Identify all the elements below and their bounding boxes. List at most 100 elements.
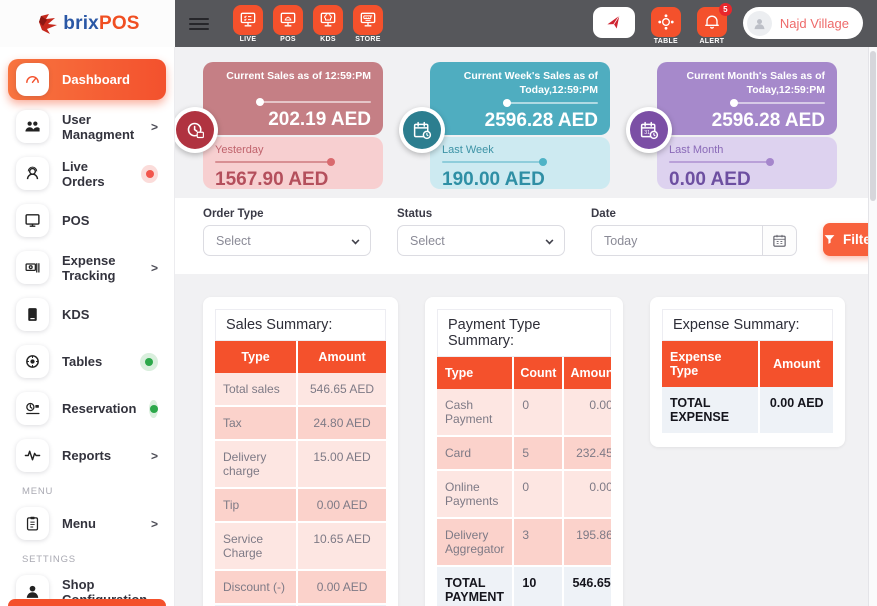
current-month-sales-card: 31 Current Month's Sales as of Today,12:… [626,62,837,190]
stat-sub-value: 190.00 AED [442,169,545,190]
reservation-icon [16,392,49,425]
expense-summary-title: Expense Summary: [662,309,833,341]
filter-bar: Order Type Select Status Select Date [175,198,877,274]
scrollbar-thumb[interactable] [870,51,876,201]
status-label: Status [397,208,433,220]
current-week-sales-card: Current Week's Sales as of Today,12:59:P… [399,62,610,190]
topbar: LIVE POS KDS [175,0,877,47]
table-icon [650,7,681,37]
sales-summary-panel: Sales Summary: Type Amount Total sales 54… [203,297,398,606]
calendar-picker-button[interactable] [763,225,797,256]
chevron-down-icon [545,236,554,245]
sidebar-section-menu: MENU [22,486,54,497]
table-row[interactable]: Tax 24.80 AED [215,406,386,441]
expense-summary-table: Expense Type Amount TOTAL EXPENSE 0.00 A… [662,341,833,435]
main-content: Current Sales as of 12:59:PM 202.19 AED … [175,47,877,606]
stat-value: 202.19 AED [268,109,371,130]
expense-summary-panel: Expense Summary: Expense Type Amount TOT… [650,297,845,447]
sidebar-item-user-management[interactable]: User Managment > [8,106,166,147]
order-type-label: Order Type [203,208,264,220]
dashboard-gauge-icon [16,63,49,96]
nav-table-button[interactable]: TABLE [650,7,681,45]
sidebar-item-kds[interactable]: KDS [8,294,166,335]
sidebar-item-pos[interactable]: POS [8,200,166,241]
stat-value: 2596.28 AED [711,110,825,132]
live-monitor-icon [233,4,263,35]
sidebar-item-menu[interactable]: Menu > [8,503,166,544]
table-row[interactable]: Service Charge 10.65 AED [215,522,386,571]
stat-title: Current Sales as of 12:59:PM [226,70,371,82]
sidebar-item-reservation[interactable]: Reservation [8,388,166,429]
sidebar-item-expense-tracking[interactable]: Expense Tracking > [8,247,166,288]
stat-sub-title: Yesterday [215,144,264,156]
sidebar-item-reports[interactable]: Reports > [8,435,166,476]
brand-name: brixPOS [63,12,140,34]
total-expense-row: TOTAL EXPENSE 0.00 AED [662,387,833,435]
kds-icon [16,298,49,331]
calendar-clock-badge-icon [399,107,445,153]
nav-alert-button[interactable]: 5 ALERT [696,3,732,45]
sidebar-item-tables[interactable]: Tables [8,341,166,382]
user-menu[interactable]: Najd Village [742,7,863,39]
vertical-scrollbar[interactable] [868,47,877,606]
brand-logo[interactable]: brixPOS [0,0,175,47]
chevron-right-icon: > [150,448,158,463]
topbar-right: TABLE 5 ALERT Najd Village [592,2,863,45]
nav-pos-button[interactable]: POS [273,4,303,43]
table-header-row: Type Amount [215,341,386,373]
table-row[interactable]: Total sales 546.65 AED [215,373,386,407]
order-type-select[interactable]: Select [203,225,371,256]
send-button[interactable] [592,7,635,38]
alert-count-badge: 5 [718,3,732,16]
sidebar-item-live-orders[interactable]: Live Orders [8,153,166,194]
chevron-right-icon: > [150,119,158,134]
date-filter: Date [591,208,797,256]
nav-live-button[interactable]: LIVE [233,4,263,43]
table-row[interactable]: Tip 0.00 AED [215,488,386,523]
date-label: Date [591,208,616,220]
store-monitor-icon [353,4,383,35]
clock-calendar-badge-icon [175,107,218,153]
table-row[interactable]: Delivery charge 15.00 AED [215,440,386,489]
stat-sub-title: Last Week [442,144,494,156]
status-select[interactable]: Select [397,225,565,256]
nav-store-button[interactable]: STORE [353,4,383,43]
paper-plane-icon [607,15,620,29]
sidebar: Dashboard User Managment > Live Orders P… [0,47,175,606]
chevron-down-icon [351,236,360,245]
svg-text:31: 31 [644,130,650,136]
calendar-31-badge-icon: 31 [626,107,672,153]
nav-kds-button[interactable]: KDS [313,4,343,43]
table-header-row: Expense Type Amount [662,341,833,387]
kds-monitor-icon [313,4,343,35]
users-icon [16,110,49,143]
stat-title: Current Week's Sales as of Today,12:59:P… [463,70,598,96]
sales-summary-title: Sales Summary: [215,309,386,341]
payment-summary-panel: Payment Type Summary: Type Count Amount … [425,297,623,606]
reservation-status-dot [149,399,158,418]
date-input[interactable] [591,225,763,256]
stats-row: Current Sales as of 12:59:PM 202.19 AED … [175,47,877,190]
sidebar-item-dashboard[interactable]: Dashboard [8,59,166,100]
table-row[interactable]: Discount (-) 0.00 AED [215,570,386,605]
stat-sub-title: Last Month [669,144,724,156]
chevron-right-icon: > [150,260,158,275]
tables-status-dot [140,352,158,371]
tables-icon [16,345,49,378]
live-orders-status-dot [141,164,158,183]
stat-sub-value: 0.00 AED [669,169,751,190]
hamburger-menu-icon[interactable] [189,17,209,30]
user-avatar-icon [746,10,772,36]
stat-sub-value: 1567.90 AED [215,169,329,190]
filter-button[interactable]: Filter [823,223,877,256]
chevron-right-icon: > [150,516,158,531]
pos-icon [16,204,49,237]
brand-flame-icon [39,13,58,34]
summary-panels: Sales Summary: Type Amount Total sales 54… [175,274,877,606]
